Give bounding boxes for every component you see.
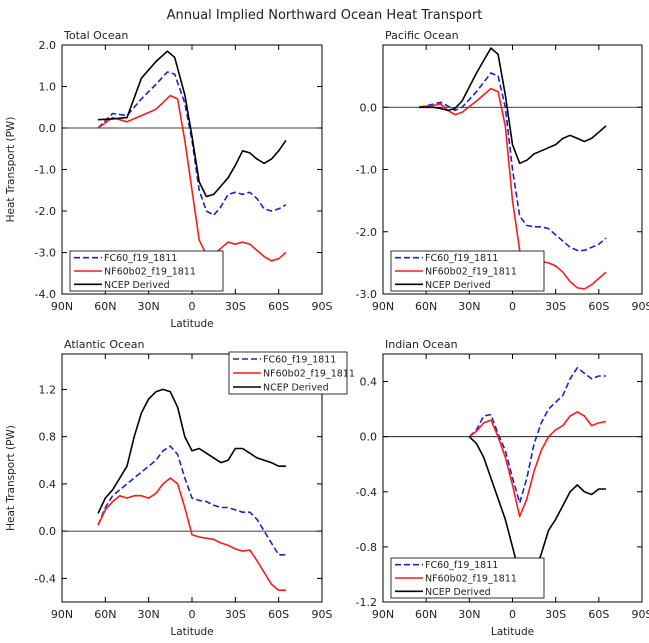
legend: FC60_f19_1811 NF60b02_f19_1811 NCEP Derive… <box>390 250 545 292</box>
x-tick-label: 60N <box>94 300 116 313</box>
series-line-0 <box>97 71 287 216</box>
x-tick-label: 30N <box>458 608 480 621</box>
legend-label: NCEP Derived <box>263 383 329 394</box>
series-line-0 <box>468 366 606 504</box>
legend-label: NCEP Derived <box>425 587 491 598</box>
x-tick-label: 30S <box>225 300 246 313</box>
legend: FC60_f19_1811 NF60b02_f19_1811 NCEP Derive… <box>69 250 224 292</box>
x-tick-label: 90S <box>312 300 333 313</box>
y-tick-label: 0.0 <box>360 101 378 114</box>
series-line-1 <box>97 477 286 592</box>
x-tick-label: 90S <box>632 300 649 313</box>
series-line-2 <box>97 388 286 514</box>
x-tick-label: 60S <box>588 300 609 313</box>
series-line-0 <box>97 445 286 556</box>
y-tick-label: 0.0 <box>39 122 57 135</box>
x-tick-label: 90N <box>372 608 394 621</box>
x-tick-label: 30S <box>225 608 246 621</box>
legend-label: FC60_f19_1811 <box>104 253 177 264</box>
x-tick-label: 60S <box>268 608 289 621</box>
x-tick-label: 30S <box>545 608 566 621</box>
x-tick-label: 30N <box>138 608 160 621</box>
x-tick-label: 60N <box>415 300 437 313</box>
legend: FC60_f19_1811 NF60b02_f19_1811 NCEP Derive… <box>390 557 545 599</box>
legend-label: NF60b02_f19_1811 <box>263 369 355 380</box>
x-tick-label: 90N <box>51 300 73 313</box>
x-tick-label: 60N <box>94 608 116 621</box>
y-axis-label: Heat Transport (PW) <box>5 117 17 223</box>
y-tick-label: -1.2 <box>356 596 377 609</box>
y-tick-label: -0.8 <box>356 541 377 554</box>
x-tick-label: 60S <box>588 608 609 621</box>
panel-title: Atlantic Ocean <box>64 338 145 351</box>
legend-label: NF60b02_f19_1811 <box>425 267 517 278</box>
figure-title: Annual Implied Northward Ocean Heat Tran… <box>167 8 483 23</box>
x-tick-label: 60S <box>268 300 289 313</box>
y-tick-label: 0.8 <box>39 431 57 444</box>
x-tick-label: 30N <box>458 300 480 313</box>
panel-3: Indian Ocean 90N 60N 30N 0 30S 60S 90S -1.2 -0.8 -… <box>356 338 649 638</box>
x-tick-label: 0 <box>509 608 516 621</box>
x-axis-label: Latitude <box>491 626 534 638</box>
x-tick-label: 90S <box>632 608 649 621</box>
panel-title: Pacific Ocean <box>385 29 459 42</box>
x-tick-label: 0 <box>189 608 196 621</box>
panel-2: Atlantic Ocean 90N 60N 30N 0 30S 60S 90S -0.4 0.0… <box>5 338 355 638</box>
y-tick-label: 2.0 <box>39 39 57 52</box>
y-tick-label: 0.4 <box>39 478 57 491</box>
legend: FC60_f19_1811 NF60b02_f19_1811 NCEP Derive… <box>228 351 355 395</box>
y-tick-label: -3.0 <box>356 288 377 301</box>
legend-label: FC60_f19_1811 <box>425 253 498 264</box>
y-tick-label: -4.0 <box>35 288 56 301</box>
x-tick-label: 30N <box>138 300 160 313</box>
y-tick-label: -2.0 <box>35 205 56 218</box>
legend-label: NF60b02_f19_1811 <box>104 267 196 278</box>
y-tick-label: -2.0 <box>356 226 377 239</box>
legend-label: NF60b02_f19_1811 <box>425 574 517 585</box>
y-tick-label: -0.4 <box>35 572 56 585</box>
legend-label: NCEP Derived <box>104 280 170 291</box>
y-tick-label: -1.0 <box>35 164 56 177</box>
y-axis-label: Heat Transport (PW) <box>5 425 17 531</box>
x-tick-label: 60N <box>415 608 437 621</box>
x-tick-label: 90N <box>372 300 394 313</box>
panel-1: Pacific Ocean 90N 60N 30N 0 30S 60S 90S -3.0 -2.0… <box>356 29 649 313</box>
y-tick-label: 0.0 <box>39 525 57 538</box>
y-tick-label: 0.0 <box>360 431 378 444</box>
panel-0: Total Ocean 90N 60N 30N 0 30S 60S 90S -4.0 -3.0 -2… <box>5 29 333 330</box>
y-tick-label: 1.0 <box>39 81 57 94</box>
legend-label: NCEP Derived <box>425 280 491 291</box>
y-tick-label: -1.0 <box>356 164 377 177</box>
panel-title: Indian Ocean <box>385 338 458 351</box>
panel-title: Total Ocean <box>63 29 128 42</box>
legend-label: FC60_f19_1811 <box>263 355 336 366</box>
y-tick-label: -0.4 <box>356 486 377 499</box>
series-line-2 <box>98 50 287 198</box>
y-tick-label: 0.4 <box>360 376 378 389</box>
legend-label: FC60_f19_1811 <box>425 560 498 571</box>
y-tick-label: 1.2 <box>39 383 57 396</box>
series-line-1 <box>97 94 287 262</box>
x-tick-label: 0 <box>509 300 516 313</box>
x-tick-label: 0 <box>189 300 196 313</box>
x-tick-label: 30S <box>545 300 566 313</box>
panels-group: Total Ocean 90N 60N 30N 0 30S 60S 90S -4.0 -3.0 -2… <box>5 29 649 638</box>
series-line-0 <box>418 72 607 252</box>
x-axis-label: Latitude <box>170 626 213 638</box>
y-tick-label: -3.0 <box>35 247 56 260</box>
series-line-1 <box>468 411 607 518</box>
series-line-2 <box>419 47 607 165</box>
x-tick-label: 90S <box>312 608 333 621</box>
x-axis-label: Latitude <box>170 318 213 330</box>
x-tick-label: 90N <box>51 608 73 621</box>
